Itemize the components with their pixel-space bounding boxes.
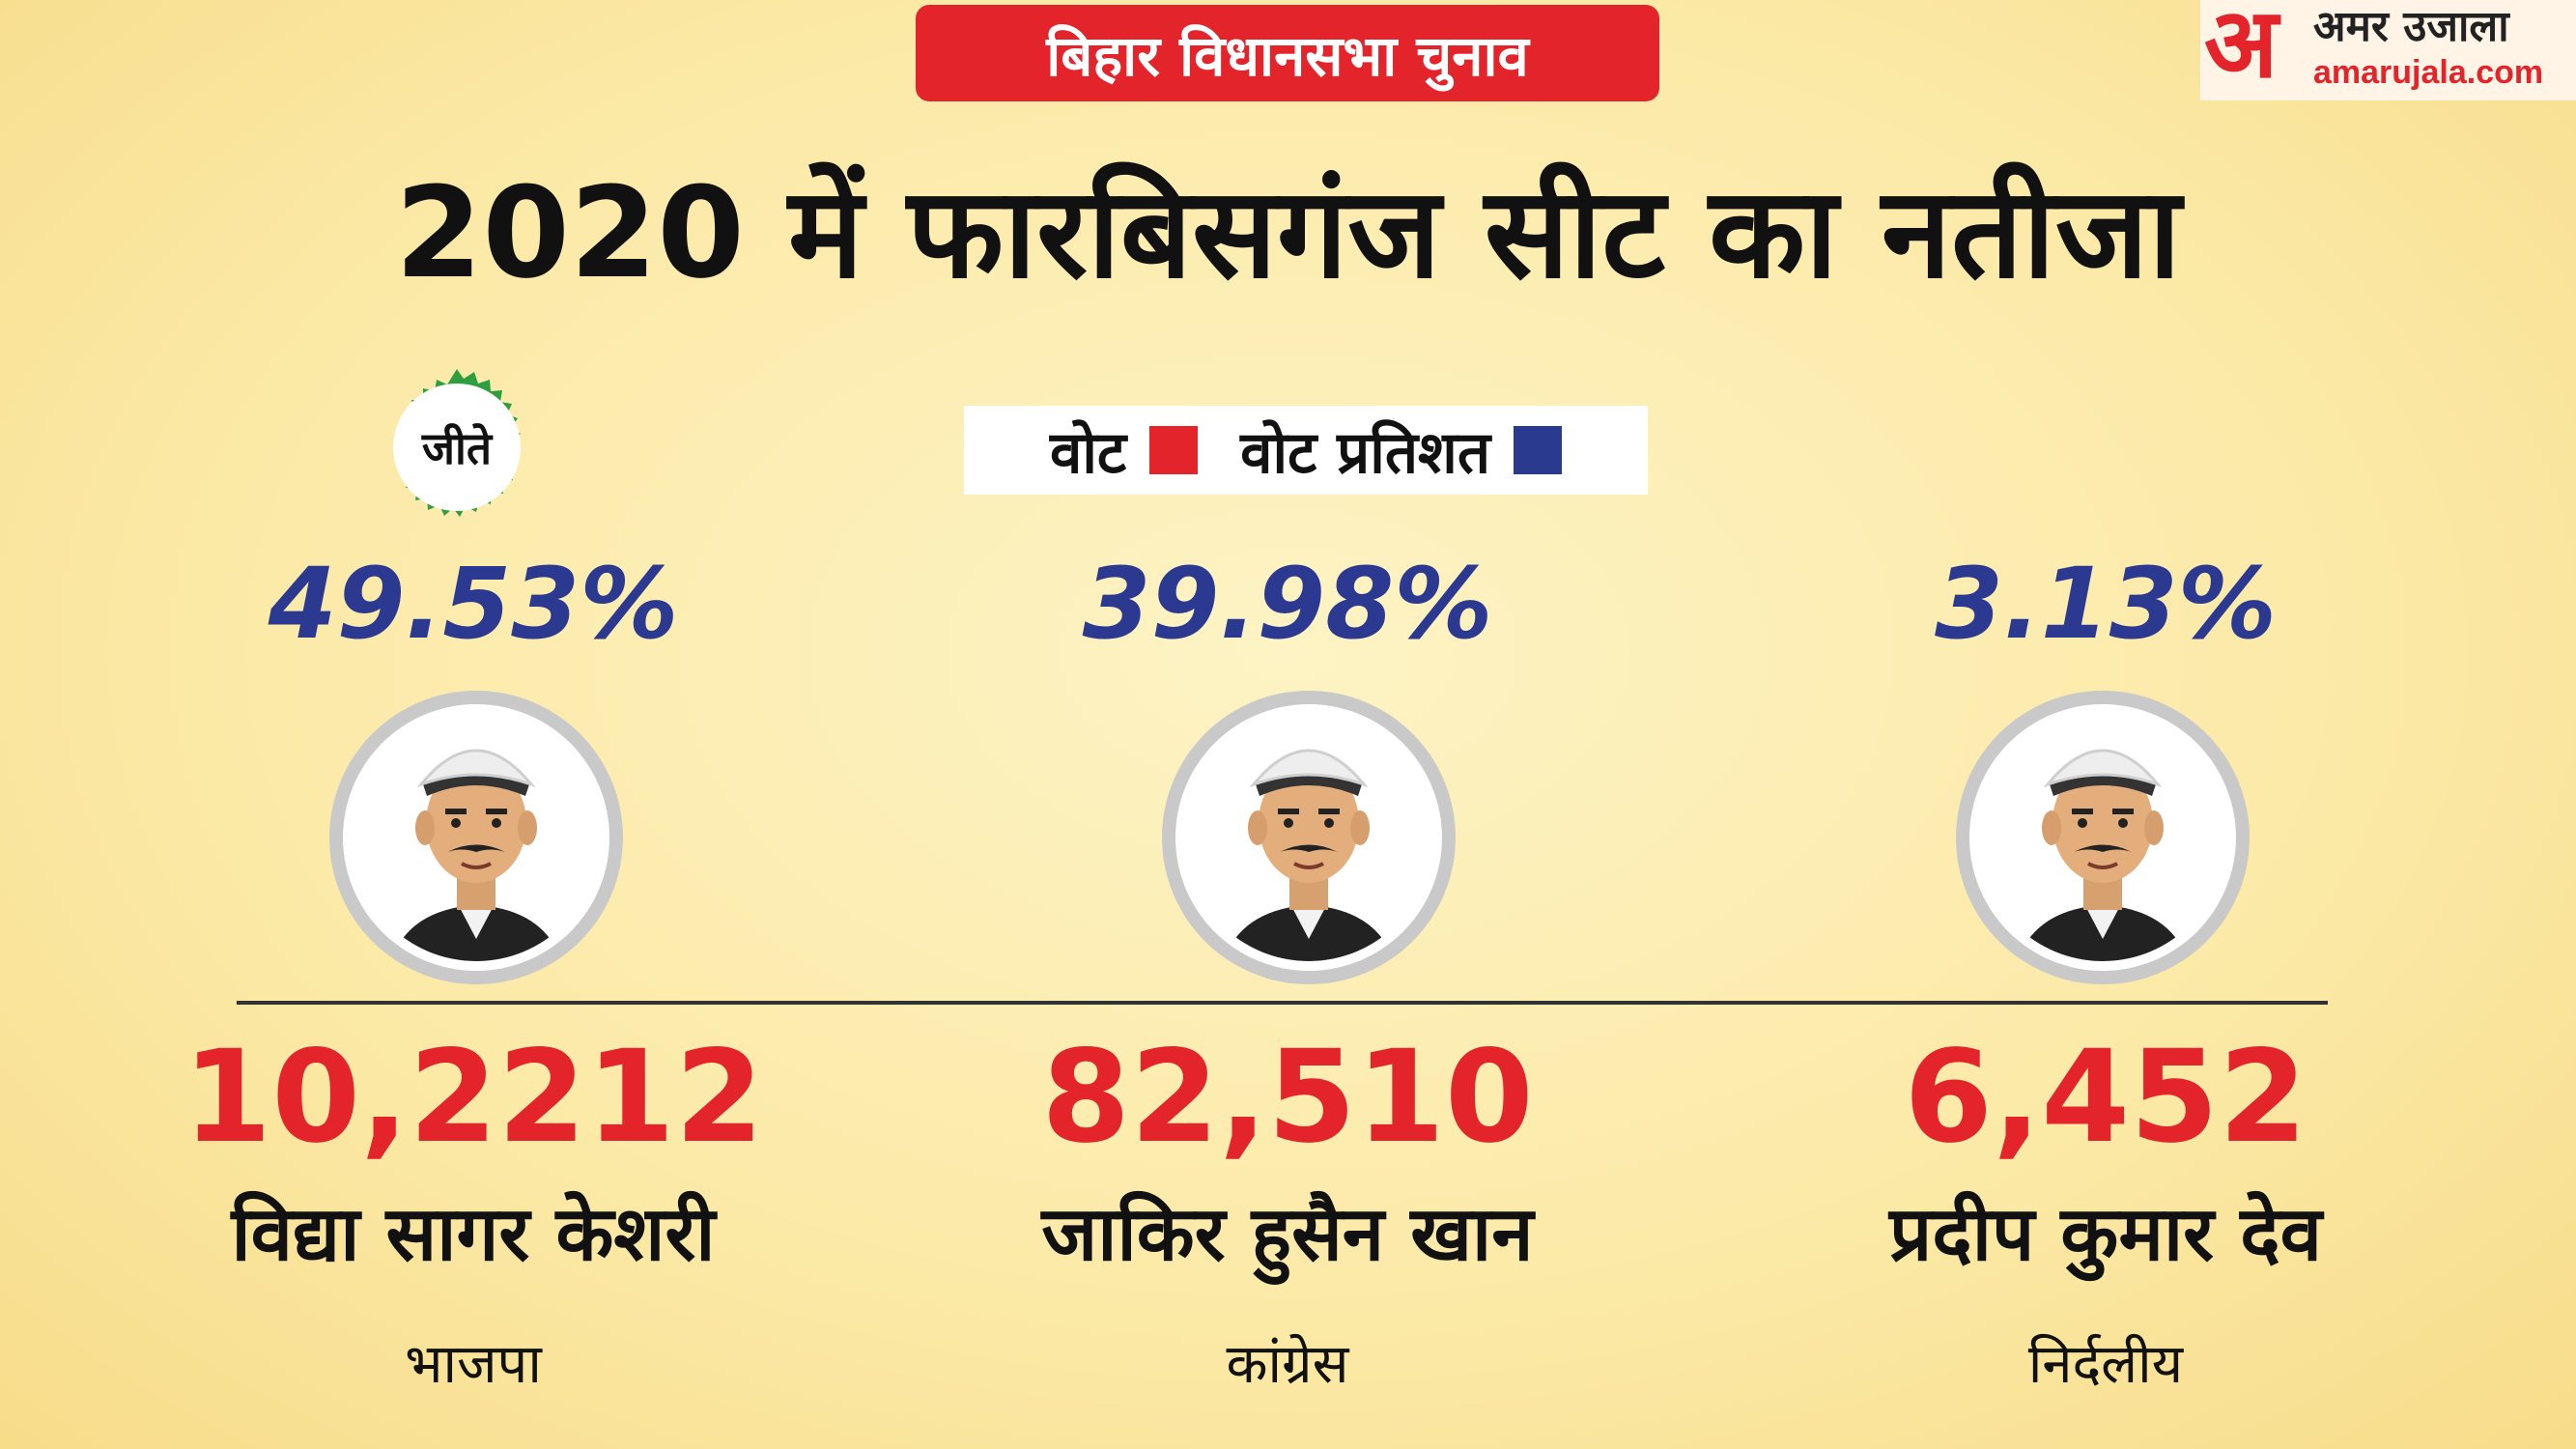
candidate-2-avatar-icon	[1162, 691, 1456, 984]
logo-site: amarujala.com	[2313, 54, 2544, 91]
page-title: 2020 में फारबिसगंज सीट का नतीजा	[395, 159, 2181, 306]
candidate-2-party: कांग्रेस	[1226, 1333, 1349, 1396]
legend-percent-label: वोट प्रतिशत	[1240, 419, 1491, 487]
divider	[237, 1001, 2328, 1005]
winner-seal-icon	[393, 369, 521, 517]
candidate-3-avatar-icon	[1956, 691, 2250, 984]
candidate-1-avatar-icon	[329, 691, 623, 984]
logo-name: अमर उजाला	[2313, 2, 2509, 51]
candidate-2-percent: 39.98%	[1082, 547, 1493, 662]
candidate-1-votes: 10,2212	[183, 1023, 764, 1172]
candidate-1-name: विद्या सागर केशरी	[231, 1191, 716, 1278]
winner-label: जीते	[421, 422, 493, 474]
legend-votes-swatch	[1149, 426, 1199, 474]
logo-glyph: अ	[2204, 0, 2279, 99]
legend-votes-label: वोट	[1049, 419, 1127, 487]
candidate-2-votes: 82,510	[1041, 1023, 1534, 1172]
candidate-1-party: भाजपा	[405, 1333, 542, 1396]
legend: वोट वोट प्रतिशत	[964, 406, 1648, 495]
candidate-3-party: निर्दलीय	[2027, 1333, 2184, 1396]
legend-percent-swatch	[1514, 426, 1563, 474]
candidate-3-votes: 6,452	[1904, 1023, 2307, 1172]
candidate-2-name: जाकिर हुसैन खान	[1041, 1191, 1534, 1278]
logo[interactable]	[2200, 0, 2576, 100]
candidate-3-name: प्रदीप कुमार देव	[1888, 1191, 2323, 1278]
candidate-3-percent: 3.13%	[1935, 547, 2277, 662]
category-badge: बिहार विधानसभा चुनाव	[916, 5, 1659, 101]
candidate-1-percent: 49.53%	[268, 547, 679, 662]
